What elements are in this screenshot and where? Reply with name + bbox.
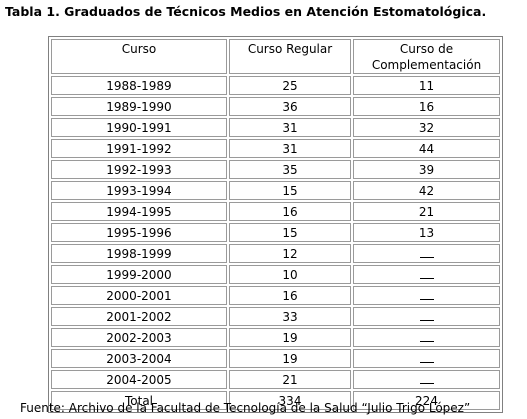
cell-curso: 1994-1995 xyxy=(51,202,227,221)
table-row: 2002-2003 19 xyxy=(51,328,500,347)
cell-curso-complementacion xyxy=(353,328,500,347)
cell-curso-regular: 33 xyxy=(229,307,351,326)
cell-curso-regular: 15 xyxy=(229,181,351,200)
table-row: 1989-1990 36 16 xyxy=(51,97,500,116)
table-row: 1991-1992 31 44 xyxy=(51,139,500,158)
cell-curso-regular: 16 xyxy=(229,286,351,305)
cell-curso-complementacion xyxy=(353,286,500,305)
cell-curso-regular: 19 xyxy=(229,328,351,347)
cell-curso-regular: 19 xyxy=(229,349,351,368)
cell-curso-complementacion: 11 xyxy=(353,76,500,95)
header-curso-complementacion: Curso de Complementación xyxy=(353,39,500,74)
cell-curso-complementacion xyxy=(353,265,500,284)
cell-curso-complementacion: 16 xyxy=(353,97,500,116)
cell-curso-complementacion xyxy=(353,349,500,368)
table-header-row: Curso Curso Regular Curso de Complementa… xyxy=(51,39,500,74)
cell-curso-complementacion: 13 xyxy=(353,223,500,242)
cell-curso-regular: 35 xyxy=(229,160,351,179)
blank-line xyxy=(419,310,434,321)
table-row: 1993-1994 15 42 xyxy=(51,181,500,200)
cell-curso: 1990-1991 xyxy=(51,118,227,137)
blank-line xyxy=(419,289,434,300)
cell-curso: 1999-2000 xyxy=(51,265,227,284)
blank-line xyxy=(419,247,434,258)
cell-curso-complementacion: 44 xyxy=(353,139,500,158)
table-row: 1992-1993 35 39 xyxy=(51,160,500,179)
header-curso-complementacion-text: Curso de Complementación xyxy=(371,42,482,72)
table-row: 1990-1991 31 32 xyxy=(51,118,500,137)
cell-curso-complementacion: 21 xyxy=(353,202,500,221)
table-title: Tabla 1. Graduados de Técnicos Medios en… xyxy=(5,4,487,19)
cell-curso-regular: 334 xyxy=(229,391,351,410)
cell-curso: Total xyxy=(51,391,227,410)
cell-curso-regular: 21 xyxy=(229,370,351,389)
graduates-table: Curso Curso Regular Curso de Complementa… xyxy=(48,36,503,413)
cell-curso: 1988-1989 xyxy=(51,76,227,95)
cell-curso: 2003-2004 xyxy=(51,349,227,368)
cell-curso: 1992-1993 xyxy=(51,160,227,179)
cell-curso-regular: 31 xyxy=(229,139,351,158)
cell-curso-complementacion xyxy=(353,244,500,263)
cell-curso-complementacion: 42 xyxy=(353,181,500,200)
cell-curso: 1995-1996 xyxy=(51,223,227,242)
table-row: 1988-1989 25 11 xyxy=(51,76,500,95)
table-row: 2004-2005 21 xyxy=(51,370,500,389)
cell-curso-complementacion xyxy=(353,370,500,389)
header-curso: Curso xyxy=(51,39,227,74)
source-note: Fuente: Archivo de la Facultad de Tecnol… xyxy=(20,401,471,415)
cell-curso-complementacion: 32 xyxy=(353,118,500,137)
cell-curso-regular: 31 xyxy=(229,118,351,137)
cell-curso: 2004-2005 xyxy=(51,370,227,389)
blank-line xyxy=(419,352,434,363)
table-row: 2001-2002 33 xyxy=(51,307,500,326)
cell-curso-complementacion xyxy=(353,307,500,326)
graduates-table-container: Curso Curso Regular Curso de Complementa… xyxy=(48,36,503,413)
cell-curso: 1998-1999 xyxy=(51,244,227,263)
table-row: 1994-1995 16 21 xyxy=(51,202,500,221)
cell-curso: 1991-1992 xyxy=(51,139,227,158)
cell-curso-complementacion: 39 xyxy=(353,160,500,179)
cell-curso-regular: 16 xyxy=(229,202,351,221)
table-row: 1999-2000 10 xyxy=(51,265,500,284)
cell-curso: 2001-2002 xyxy=(51,307,227,326)
cell-curso-complementacion: 224 xyxy=(353,391,500,410)
cell-curso-regular: 25 xyxy=(229,76,351,95)
blank-line xyxy=(419,331,434,342)
table-body: 1988-1989 25 11 1989-1990 36 16 1990-1991 31 32 1… xyxy=(51,76,500,410)
cell-curso-regular: 36 xyxy=(229,97,351,116)
blank-line xyxy=(419,373,434,384)
table-row: 2003-2004 19 xyxy=(51,349,500,368)
cell-curso: 1993-1994 xyxy=(51,181,227,200)
total-row: Total 334 224 xyxy=(51,391,500,410)
table-row: 1995-1996 15 13 xyxy=(51,223,500,242)
header-curso-regular: Curso Regular xyxy=(229,39,351,74)
table-row: 2000-2001 16 xyxy=(51,286,500,305)
cell-curso-regular: 12 xyxy=(229,244,351,263)
cell-curso-regular: 10 xyxy=(229,265,351,284)
table-row: 1998-1999 12 xyxy=(51,244,500,263)
cell-curso: 2002-2003 xyxy=(51,328,227,347)
blank-line xyxy=(419,268,434,279)
cell-curso: 1989-1990 xyxy=(51,97,227,116)
cell-curso: 2000-2001 xyxy=(51,286,227,305)
cell-curso-regular: 15 xyxy=(229,223,351,242)
